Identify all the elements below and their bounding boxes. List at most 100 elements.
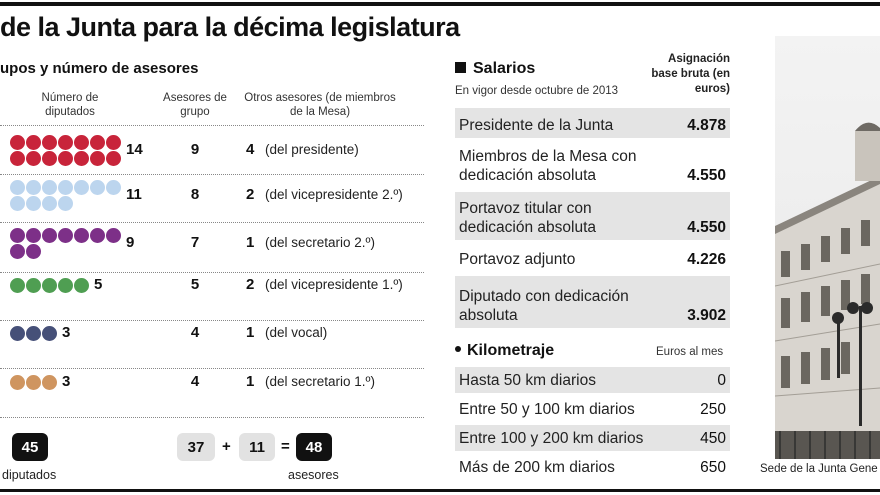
plus-sign: + xyxy=(222,438,231,455)
kilometraje-value: 650 xyxy=(700,459,726,476)
salario-row: Miembros de la Mesa con dedicación absol… xyxy=(455,140,730,188)
deputy-dot xyxy=(42,326,57,341)
deputy-dot xyxy=(90,151,105,166)
deputy-dot xyxy=(74,151,89,166)
deputy-dot xyxy=(26,180,41,195)
header-asesores-grupo-text: Asesores de grupo xyxy=(163,92,227,118)
kilometraje-row: Más de 200 km diarios 650 xyxy=(455,454,730,480)
deputy-dot xyxy=(106,135,121,150)
deputy-dot xyxy=(10,375,25,390)
salarios-title-text: Salarios xyxy=(473,60,536,77)
deputy-dot xyxy=(106,151,121,166)
deputy-dot xyxy=(26,151,41,166)
kilometraje-row: Entre 50 y 100 km diarios 250 xyxy=(455,396,730,422)
deputy-dot xyxy=(42,135,57,150)
top-rule xyxy=(0,2,880,6)
deputy-dot xyxy=(74,135,89,150)
total-otros-pill: 11 xyxy=(239,433,275,461)
row-separator xyxy=(0,125,424,126)
kilometraje-row: Hasta 50 km diarios 0 xyxy=(455,367,730,393)
deputy-dot xyxy=(58,278,73,293)
deputy-dot xyxy=(10,244,25,259)
deputy-dot xyxy=(10,151,25,166)
diputados-count: 9 xyxy=(126,234,135,251)
deputy-dot xyxy=(26,278,41,293)
row-separator xyxy=(0,368,424,369)
kilometraje-title-text: Kilometraje xyxy=(467,342,555,359)
deputy-dot xyxy=(26,196,41,211)
deputy-dot xyxy=(42,196,57,211)
kilometraje-label: Hasta 50 km diarios xyxy=(459,372,596,389)
deputy-dot xyxy=(10,326,25,341)
otros-asesores-value: 2 xyxy=(246,276,255,293)
photo-caption: Sede de la Junta Gene xyxy=(760,463,878,475)
page-title: de la Junta para la décima legislatura xyxy=(0,12,460,42)
deputy-dot xyxy=(74,278,89,293)
kilometraje-row: Entre 100 y 200 km diarios 450 xyxy=(455,425,730,451)
salarios-title: Salarios xyxy=(455,60,535,78)
deputy-dot xyxy=(10,180,25,195)
otros-asesores-label: (del presidente) xyxy=(265,142,359,157)
row-separator xyxy=(0,272,424,273)
kilometraje-title: Kilometraje xyxy=(455,342,554,360)
deputy-dot xyxy=(90,180,105,195)
deputy-dot xyxy=(26,244,41,259)
salario-value: 3.902 xyxy=(687,307,726,324)
deputy-dots xyxy=(10,278,91,294)
salario-label: Presidente de la Junta xyxy=(459,117,614,134)
bullet-icon xyxy=(455,346,461,352)
total-grupo-pill: 37 xyxy=(177,433,215,461)
header-otros-asesores: Otros asesores (de miembros de la Mesa) xyxy=(240,91,400,119)
building-photo xyxy=(775,36,880,459)
otros-asesores-label: (del vicepresidente 2.º) xyxy=(265,187,403,202)
salarios-column-header-text: Asignación base bruta (en euros) xyxy=(651,53,730,95)
salario-value: 4.550 xyxy=(687,219,726,236)
salario-label: Portavoz adjunto xyxy=(459,251,576,268)
deputy-dot xyxy=(90,228,105,243)
salario-label: Portavoz titular con dedicación absoluta xyxy=(459,200,597,236)
kilometraje-label: Más de 200 km diarios xyxy=(459,459,615,476)
asesores-grupo-value: 9 xyxy=(190,141,200,158)
building-illustration-icon xyxy=(775,36,880,459)
square-marker-icon xyxy=(455,62,466,73)
deputy-dots xyxy=(10,180,123,212)
deputy-dot xyxy=(106,180,121,195)
deputy-dot xyxy=(26,326,41,341)
page-subtitle: upos y número de asesores xyxy=(0,60,199,77)
deputy-dot xyxy=(58,180,73,195)
diputados-count: 5 xyxy=(94,276,103,293)
otros-asesores-value: 2 xyxy=(246,186,255,203)
asesores-grupo-value: 7 xyxy=(190,234,200,251)
total-diputados-pill: 45 xyxy=(12,433,48,461)
otros-asesores-value: 1 xyxy=(246,234,255,251)
total-asesores-pill: 48 xyxy=(296,433,332,461)
kilometraje-column-header: Euros al mes xyxy=(656,346,724,358)
salarios-note: En vigor desde octubre de 2013 xyxy=(455,85,619,97)
deputy-dots xyxy=(10,326,59,342)
deputy-dot xyxy=(74,180,89,195)
diputados-count: 11 xyxy=(126,186,142,203)
salario-label: Miembros de la Mesa con dedicación absol… xyxy=(459,148,637,184)
deputy-dot xyxy=(26,228,41,243)
total-asesores-label: asesores xyxy=(288,468,339,482)
salario-row: Portavoz titular con dedicación absoluta… xyxy=(455,192,730,240)
bottom-rule xyxy=(0,489,880,492)
diputados-count: 3 xyxy=(62,373,71,390)
row-separator xyxy=(0,222,424,223)
deputy-dot xyxy=(26,135,41,150)
otros-asesores-value: 4 xyxy=(246,141,255,158)
diputados-count: 3 xyxy=(62,324,71,341)
otros-asesores-label: (del secretario 1.º) xyxy=(265,374,375,389)
otros-asesores-value: 1 xyxy=(246,373,255,390)
salario-value: 4.550 xyxy=(687,167,726,184)
row-separator xyxy=(0,417,424,418)
deputy-dot xyxy=(90,135,105,150)
deputy-dot xyxy=(74,228,89,243)
deputy-dot xyxy=(10,278,25,293)
deputy-dot xyxy=(58,151,73,166)
salario-label: Diputado con dedicación absoluta xyxy=(459,288,629,324)
otros-asesores-label: (del vicepresidente 1.º) xyxy=(265,277,403,292)
salarios-column-header: Asignación base bruta (en euros) xyxy=(640,52,730,97)
kilometraje-value: 250 xyxy=(700,401,726,418)
equals-sign: = xyxy=(281,438,290,455)
